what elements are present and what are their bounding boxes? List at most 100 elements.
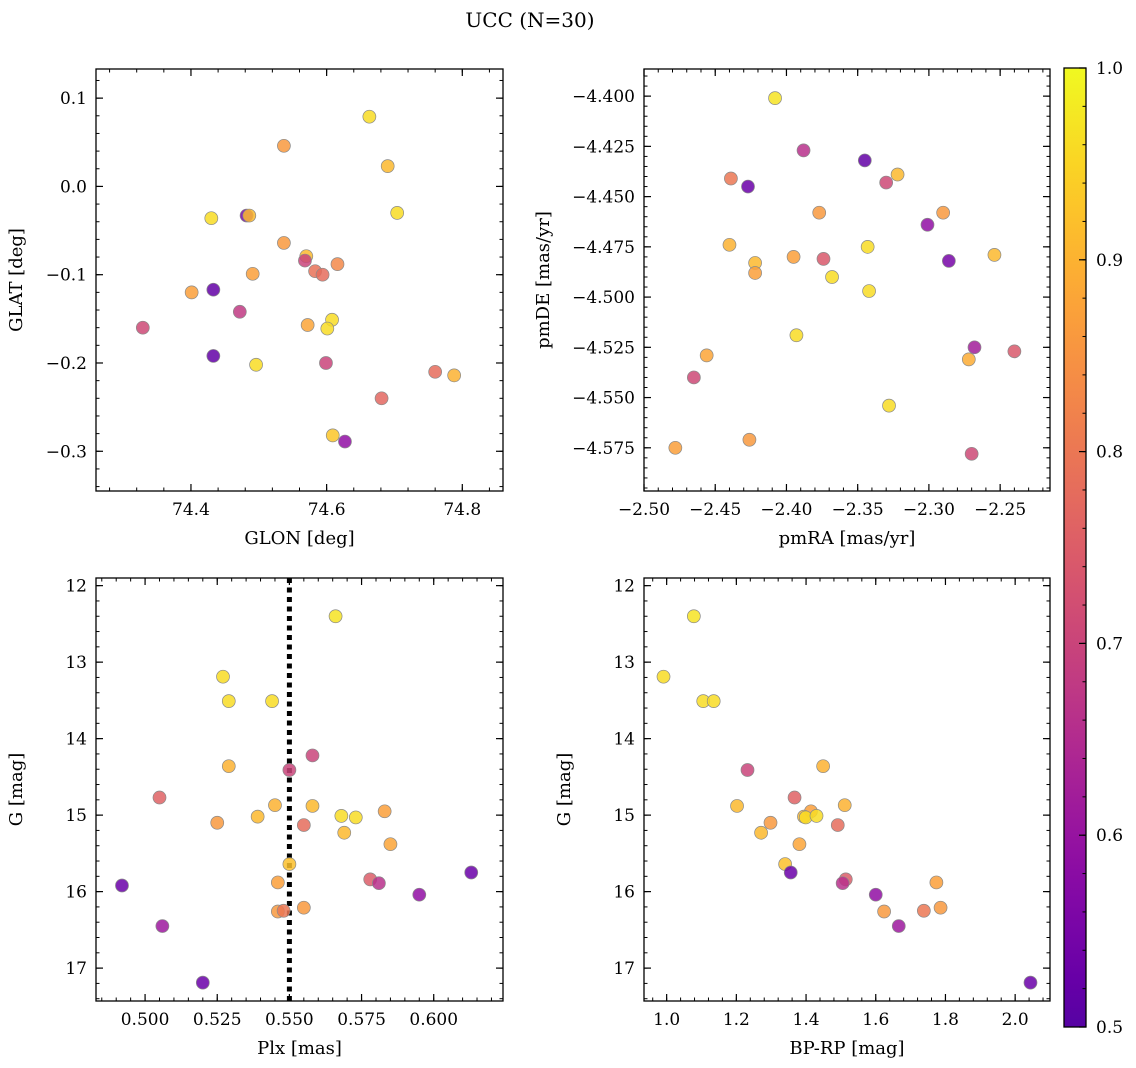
x-tick-label: 2.0 xyxy=(1002,1010,1029,1030)
scatter-point xyxy=(687,370,701,385)
scatter-point xyxy=(348,810,363,825)
y-tick-label: 0.1 xyxy=(60,89,87,109)
scatter-point xyxy=(328,609,343,624)
scatter-point xyxy=(152,790,167,805)
scatter-point xyxy=(868,887,883,902)
scatter-point xyxy=(155,919,170,933)
scatter-point xyxy=(929,875,944,890)
scatter-point xyxy=(362,109,377,124)
scatter-point xyxy=(879,175,894,190)
panel-4: 1.0 1.2 1.4 1.6 1.8 2.0 12 13 14 15 16 17 BP-RP [mag… xyxy=(554,577,1051,1059)
x-tick-label: −2.40 xyxy=(760,500,812,520)
scatter-point xyxy=(282,763,297,777)
scatter-points xyxy=(668,91,1022,461)
y-tick-label: −0.3 xyxy=(46,442,87,462)
scatter-point xyxy=(1007,344,1022,359)
y-tick-label: −0.1 xyxy=(46,266,87,286)
y-tick-label: −4.450 xyxy=(572,188,635,208)
scatter-point xyxy=(877,904,891,919)
scatter-point xyxy=(967,340,982,355)
scatter-point xyxy=(221,759,236,774)
axes-frame xyxy=(643,68,1051,492)
scatter-point xyxy=(763,815,778,830)
scatter-point xyxy=(319,356,333,370)
scatter-point xyxy=(1023,975,1038,990)
scatter-point xyxy=(724,171,738,186)
y-tick-label: 12 xyxy=(613,577,635,597)
panel-2: −2.50 −2.45 −2.40 −2.35 −2.30 −2.25 −4.400 −4.4… xyxy=(533,68,1051,549)
scatter-point xyxy=(250,809,265,824)
x-axis-label: Plx [mas] xyxy=(257,1038,342,1059)
x-tick-label: 0.600 xyxy=(409,1010,458,1030)
scatter-point xyxy=(787,790,802,805)
x-tick-label: 1.0 xyxy=(653,1010,680,1030)
scatter-point xyxy=(195,975,210,990)
minor-ticks xyxy=(96,69,503,491)
scatter-point xyxy=(835,876,850,891)
scatter-point xyxy=(245,266,260,281)
y-tick-label: 17 xyxy=(613,959,635,979)
y-tick-label: 13 xyxy=(613,653,635,673)
scatter-point xyxy=(792,837,807,852)
scatter-point xyxy=(221,694,236,709)
y-tick-label: −4.400 xyxy=(572,87,635,107)
scatter-point xyxy=(315,267,330,282)
scatter-point xyxy=(830,818,845,832)
x-axis-label: BP-RP [mag] xyxy=(789,1038,904,1059)
y-tick-label: −4.475 xyxy=(572,238,635,258)
colorbar-tick-label: 0.5 xyxy=(1096,1018,1123,1038)
x-tick-label: 0.500 xyxy=(121,1010,170,1030)
scatter-point xyxy=(305,799,320,813)
scatter-point xyxy=(249,357,263,372)
colorbar: 0.5 0.6 0.7 0.8 0.9 1.0 xyxy=(1063,59,1123,1038)
x-tick-label: 74.6 xyxy=(308,500,346,520)
y-tick-label: −4.575 xyxy=(572,439,635,459)
scatter-point xyxy=(298,253,312,268)
y-tick-label: −4.500 xyxy=(572,288,635,308)
scatter-point xyxy=(296,818,311,832)
x-tick-label: 1.4 xyxy=(793,1010,820,1030)
panel-1: 74.4 74.6 74.8 0.1 0.0 −0.1 −0.2 −0.3 GLON [deg]… xyxy=(6,68,504,549)
x-tick-label: −2.45 xyxy=(689,500,741,520)
colorbar-tick-label: 0.9 xyxy=(1096,251,1123,271)
scatter-point xyxy=(987,248,1002,262)
y-tick-label: 14 xyxy=(613,730,635,750)
scatter-point xyxy=(206,282,221,297)
scatter-point xyxy=(862,284,876,298)
scatter-point xyxy=(891,919,906,933)
scatter-point xyxy=(377,804,392,819)
scatter-point xyxy=(320,321,335,336)
scatter-point xyxy=(686,609,701,624)
scatter-point xyxy=(816,252,831,266)
scatter-point xyxy=(768,91,782,105)
y-tick-label: −0.2 xyxy=(46,354,87,374)
x-tick-label: 1.8 xyxy=(932,1010,959,1030)
y-tick-label: 14 xyxy=(65,730,87,750)
scatter-point xyxy=(754,825,768,840)
axes-frame xyxy=(95,577,504,1002)
x-tick-label: −2.35 xyxy=(832,500,884,520)
scatter-point xyxy=(816,759,830,774)
scatter-point xyxy=(748,266,762,280)
scatter-point xyxy=(740,763,755,777)
scatter-point xyxy=(115,878,129,893)
scatter-point xyxy=(276,903,291,918)
scatter-point xyxy=(789,328,804,343)
y-tick-label: −4.425 xyxy=(572,137,635,157)
y-axis-label: pmDE [mas/yr] xyxy=(533,211,554,349)
scatter-point xyxy=(265,694,279,709)
scatter-point xyxy=(730,799,744,813)
scatter-point xyxy=(277,236,291,250)
x-tick-label: 0.525 xyxy=(193,1010,242,1030)
scatter-point xyxy=(812,205,827,220)
minor-ticks xyxy=(644,578,1050,1001)
scatter-point xyxy=(330,257,345,271)
scatter-point xyxy=(796,143,811,158)
scatter-point xyxy=(464,865,479,880)
scatter-point xyxy=(232,304,247,319)
scatter-points xyxy=(135,109,462,449)
scatter-point xyxy=(786,250,801,264)
y-tick-label: 12 xyxy=(65,577,87,597)
y-tick-label: 16 xyxy=(613,883,635,903)
